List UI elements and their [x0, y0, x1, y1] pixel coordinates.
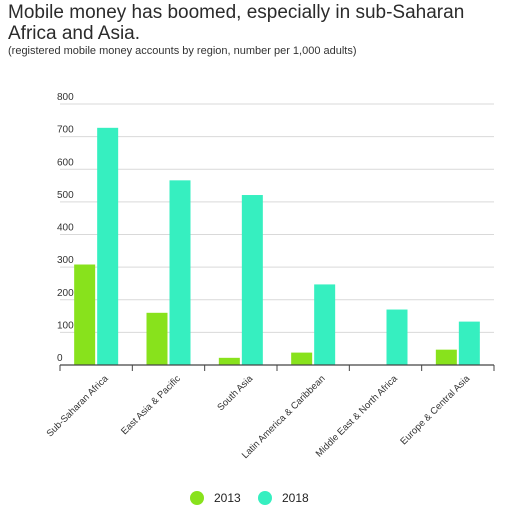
legend-swatch-2018: [258, 491, 272, 505]
bar-2018: [97, 127, 119, 365]
chart-title: Mobile money has boomed, especially in s…: [8, 2, 465, 44]
gridlines: [60, 103, 494, 333]
y-tick-label: 300: [57, 255, 74, 266]
bar-2018: [169, 180, 191, 365]
y-tick-label: 700: [57, 125, 74, 136]
y-tick-label: 600: [57, 157, 74, 168]
x-axis: Sub-Saharan Africa East Asia & Pacific Sou…: [45, 364, 495, 461]
legend-label: 2013: [214, 491, 241, 505]
y-tick-label: 0: [57, 353, 63, 364]
x-tick-label: East Asia & Pacific: [119, 373, 183, 437]
bar-2013: [291, 352, 313, 365]
chart-subtitle: (registered mobile money accounts by reg…: [8, 45, 357, 57]
x-tick-label: South Asia: [215, 373, 255, 413]
bars: [74, 127, 480, 365]
x-tick-label: Latin America & Caribbean: [240, 373, 328, 461]
x-tick-label: Europe & Central Asia: [398, 373, 472, 447]
bar-2013: [146, 312, 168, 365]
bar-2018: [314, 284, 336, 365]
bar-2013: [74, 264, 96, 365]
y-tick-label: 200: [57, 288, 74, 299]
legend-label: 2018: [282, 491, 309, 505]
y-tick-label: 500: [57, 190, 74, 201]
bar-2013: [435, 349, 457, 365]
x-tick-label: Sub-Saharan Africa: [45, 373, 112, 440]
legend-swatch-2013: [190, 491, 204, 505]
y-tick-label: 400: [57, 223, 74, 234]
legend: 2013 2018: [190, 491, 309, 505]
bar-2018: [241, 195, 263, 365]
bar-2018: [386, 309, 408, 365]
y-tick-label: 800: [57, 92, 74, 103]
y-tick-label: 100: [57, 320, 74, 331]
y-axis-ticks: 0 100 200 300 400 500 600 700 800: [57, 92, 74, 364]
x-tick-label: Middle East & North Africa: [314, 373, 401, 460]
bar-2013: [218, 357, 240, 365]
bar-2018: [458, 321, 480, 365]
